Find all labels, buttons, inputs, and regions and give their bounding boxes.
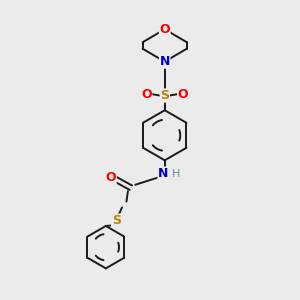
- Text: S: S: [112, 214, 121, 227]
- Text: N: N: [158, 167, 168, 180]
- Text: O: O: [106, 171, 116, 184]
- Text: O: O: [159, 23, 170, 36]
- Text: O: O: [141, 88, 152, 100]
- Text: H: H: [172, 169, 180, 178]
- Text: S: S: [160, 89, 169, 102]
- Text: O: O: [178, 88, 188, 100]
- Text: N: N: [160, 55, 170, 68]
